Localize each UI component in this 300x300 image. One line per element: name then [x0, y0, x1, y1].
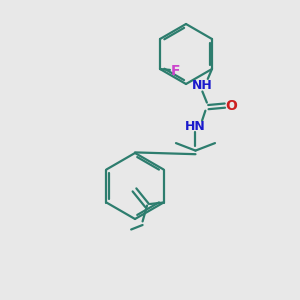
Text: O: O: [226, 99, 237, 112]
Text: NH: NH: [192, 79, 213, 92]
Text: HN: HN: [185, 120, 206, 133]
Text: F: F: [171, 64, 181, 77]
